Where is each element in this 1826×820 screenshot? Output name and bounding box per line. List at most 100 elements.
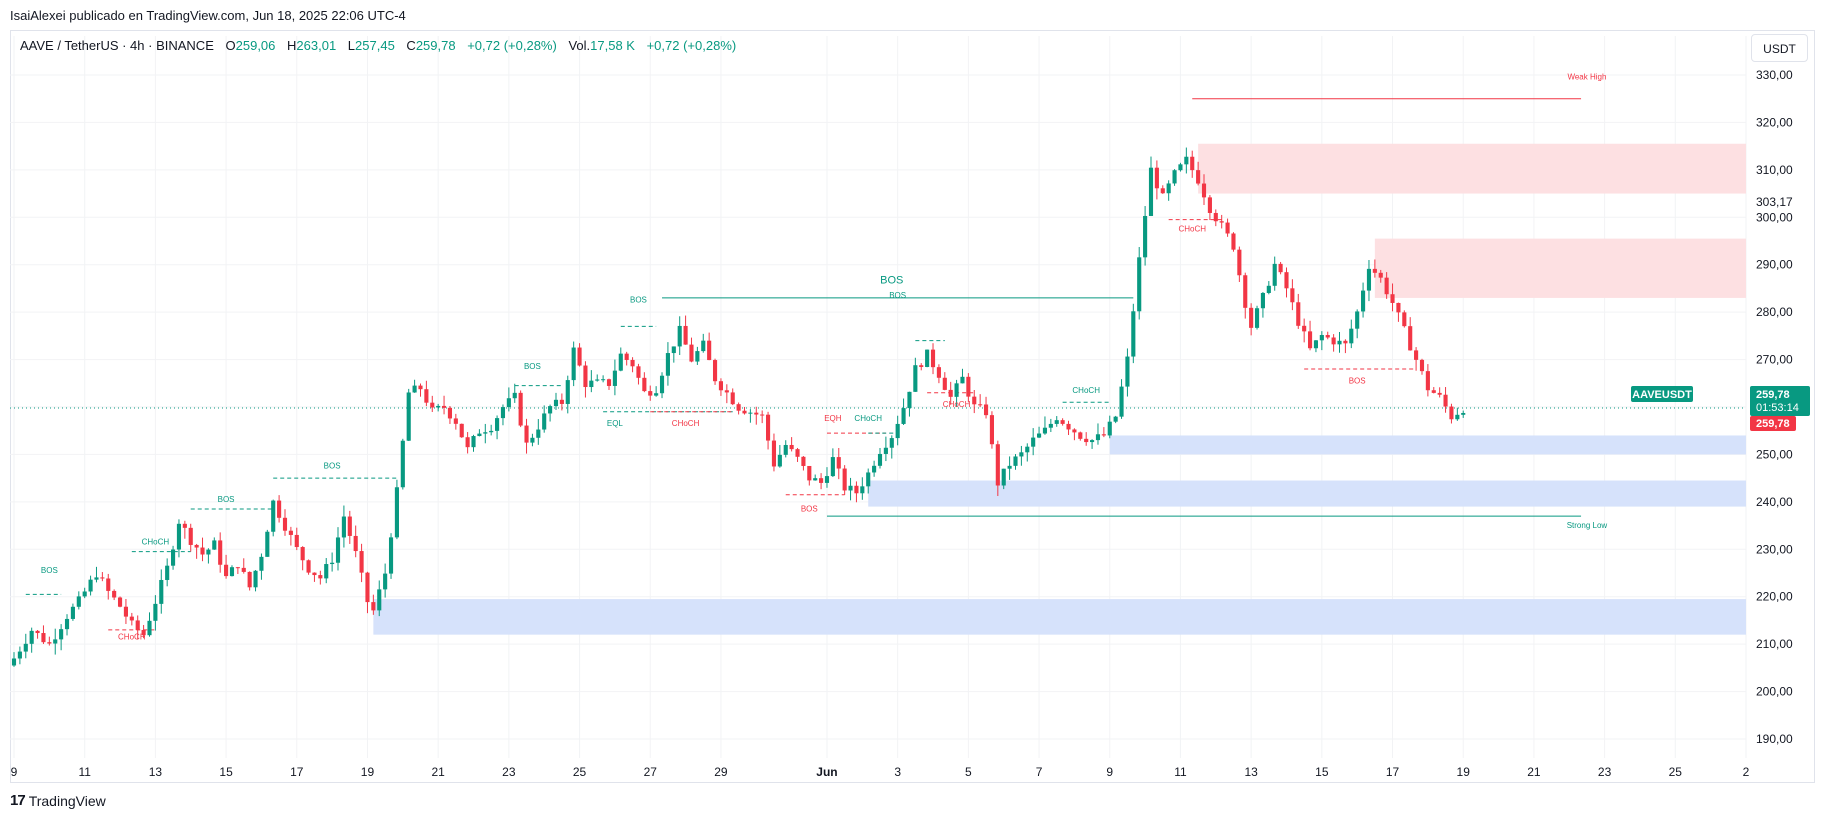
time-tick-label: 3 <box>894 765 901 779</box>
candle-body <box>1284 272 1289 289</box>
candle-body <box>1231 233 1236 250</box>
candle-body <box>1101 434 1106 436</box>
high-value: 263,01 <box>296 38 337 53</box>
candle-body <box>412 385 417 393</box>
last-price-flag[interactable] <box>1750 386 1810 417</box>
candle-body <box>312 572 317 576</box>
time-tick-label: 17 <box>290 765 304 779</box>
candle-body <box>1160 188 1165 194</box>
time-tick-label: 25 <box>1669 765 1683 779</box>
candle-body <box>595 379 600 381</box>
demand-zone <box>868 480 1746 507</box>
candle-body <box>294 534 299 548</box>
candle-body <box>583 365 588 388</box>
close-label: C <box>406 38 416 53</box>
candle-body <box>447 407 453 419</box>
candle-body <box>489 430 494 433</box>
candle-body <box>1319 335 1324 341</box>
candle-body <box>41 633 46 643</box>
time-tick-label: 13 <box>149 765 163 779</box>
candle-body <box>1408 326 1413 351</box>
candle-body <box>542 413 547 430</box>
candle-body <box>253 570 258 588</box>
time-tick-label: 5 <box>965 765 972 779</box>
candle-body <box>1119 386 1124 417</box>
candle-body <box>877 453 883 466</box>
structure-label: BOS <box>801 504 818 513</box>
candle-body <box>347 516 352 536</box>
candle-body <box>1455 414 1460 420</box>
candle-body <box>324 564 329 579</box>
candle-body <box>477 433 482 437</box>
candle-body <box>742 410 747 414</box>
candle-body <box>165 565 170 580</box>
candle-body <box>889 438 894 448</box>
structure-line-layer <box>10 98 1746 631</box>
candle-body <box>265 531 270 557</box>
tradingview-brand[interactable]: 17 TradingView <box>10 792 106 809</box>
symbol-name[interactable]: AAVE / TetherUS · 4h · BINANCE <box>20 38 214 53</box>
candle-body <box>1060 420 1065 424</box>
candle-body <box>754 412 759 415</box>
candle-body <box>854 485 859 494</box>
candle-body <box>247 571 252 588</box>
candle-body <box>895 423 900 439</box>
time-tick-label: 19 <box>361 765 375 779</box>
zone-layer <box>373 143 1746 635</box>
candle-body <box>736 404 741 411</box>
structure-label: BOS <box>524 362 541 371</box>
last-price-value: 259,78 <box>1756 389 1790 401</box>
price-tick-label: 230,00 <box>1756 542 1793 556</box>
candle-body <box>1390 294 1395 303</box>
candle-body <box>1296 302 1301 326</box>
candle-body <box>465 437 470 448</box>
candle-body <box>241 567 246 572</box>
time-tick-label: 11 <box>1174 765 1187 779</box>
structure-label: BOS <box>630 296 647 305</box>
demand-zone <box>373 599 1746 635</box>
candle-body <box>212 540 217 550</box>
candle-body <box>153 603 158 621</box>
candle-body <box>1372 268 1377 273</box>
candle-body <box>565 380 570 404</box>
structure-label: BOS <box>324 462 341 471</box>
candle-body <box>82 591 87 597</box>
volume-value: 17,58 K <box>590 38 635 53</box>
candle-body <box>47 642 52 644</box>
candle-body <box>677 325 682 347</box>
candle-body <box>907 391 912 409</box>
candle-body <box>748 412 753 414</box>
price-tick-label: 330,00 <box>1756 68 1793 82</box>
candle-body <box>388 537 394 574</box>
candle-body <box>135 620 140 630</box>
structure-label: CHoCH <box>943 400 971 409</box>
candle-body <box>495 418 500 431</box>
candle-body <box>760 414 765 416</box>
candle-body <box>400 440 405 488</box>
open-label: O <box>225 38 236 53</box>
candle-body <box>636 366 641 378</box>
candle-body <box>836 457 841 469</box>
structure-label: CHoCH <box>1178 225 1206 234</box>
candle-body <box>29 630 34 644</box>
currency-button[interactable]: USDT <box>1751 34 1808 62</box>
price-axis[interactable]: 190,00 200,00 210,00 220,00 230,00 240,00 250,… <box>1756 68 1793 746</box>
price-tick-label: 210,00 <box>1756 637 1793 651</box>
candle-body <box>1154 167 1159 189</box>
candle-body <box>1190 156 1195 171</box>
volume-change-value: +0,72 (+0,28%) <box>646 38 737 53</box>
candle-body <box>913 365 918 392</box>
candle-body <box>1337 340 1342 345</box>
candle-body <box>424 389 429 403</box>
candle-body <box>11 658 17 666</box>
candle-body <box>1125 356 1130 387</box>
time-axis[interactable]: 9 11 13 15 17 19 21 23 25 27 29 Jun 3 5 7 9 11 13 15 17 19 21… <box>11 765 1750 779</box>
candle-body <box>1078 432 1083 439</box>
close-value: 259,78 <box>415 38 456 53</box>
candle-body <box>830 457 835 477</box>
candle-body <box>430 402 435 408</box>
time-tick-label: 21 <box>431 765 445 779</box>
candle-body <box>182 523 187 528</box>
candle-body <box>1219 221 1224 223</box>
